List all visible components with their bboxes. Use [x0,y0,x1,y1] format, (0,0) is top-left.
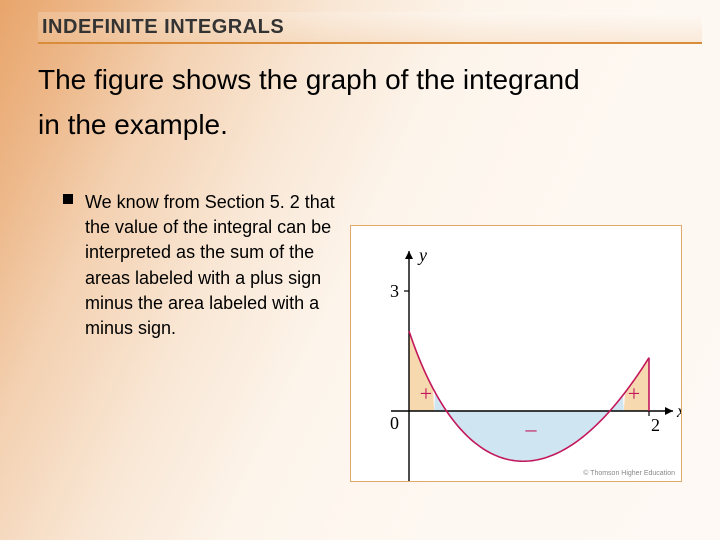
header-bar: INDEFINITE INTEGRALS [38,12,702,44]
figure-credit: © Thomson Higher Education [583,470,675,477]
slide: INDEFINITE INTEGRALS The figure shows th… [0,0,720,540]
x-axis-arrow-icon [665,407,673,415]
origin-label: 0 [390,413,399,433]
header-title: INDEFINITE INTEGRALS [42,16,284,39]
x-axis-label: x [676,401,681,421]
y-axis-label: y [417,245,427,265]
body-line-2: in the example. [38,103,702,148]
y-tick-label: 3 [390,281,399,301]
body-line-1: The figure shows the graph of the integr… [38,58,702,103]
plus-label-right: + [628,381,640,406]
bullet-block: We know from Section 5. 2 that the value… [85,190,345,341]
x-tick-label: 2 [651,415,660,435]
minus-label: – [525,416,538,441]
integrand-figure: 3 2 0 x y + + – © Thomson Higher Education [350,225,682,482]
body-text: The figure shows the graph of the integr… [38,58,702,148]
y-axis-arrow-icon [405,251,413,259]
bullet-marker-icon [63,194,73,204]
plus-label-left: + [420,381,432,406]
integrand-svg: 3 2 0 x y + + – [351,226,681,481]
bullet-text: We know from Section 5. 2 that the value… [85,192,335,338]
